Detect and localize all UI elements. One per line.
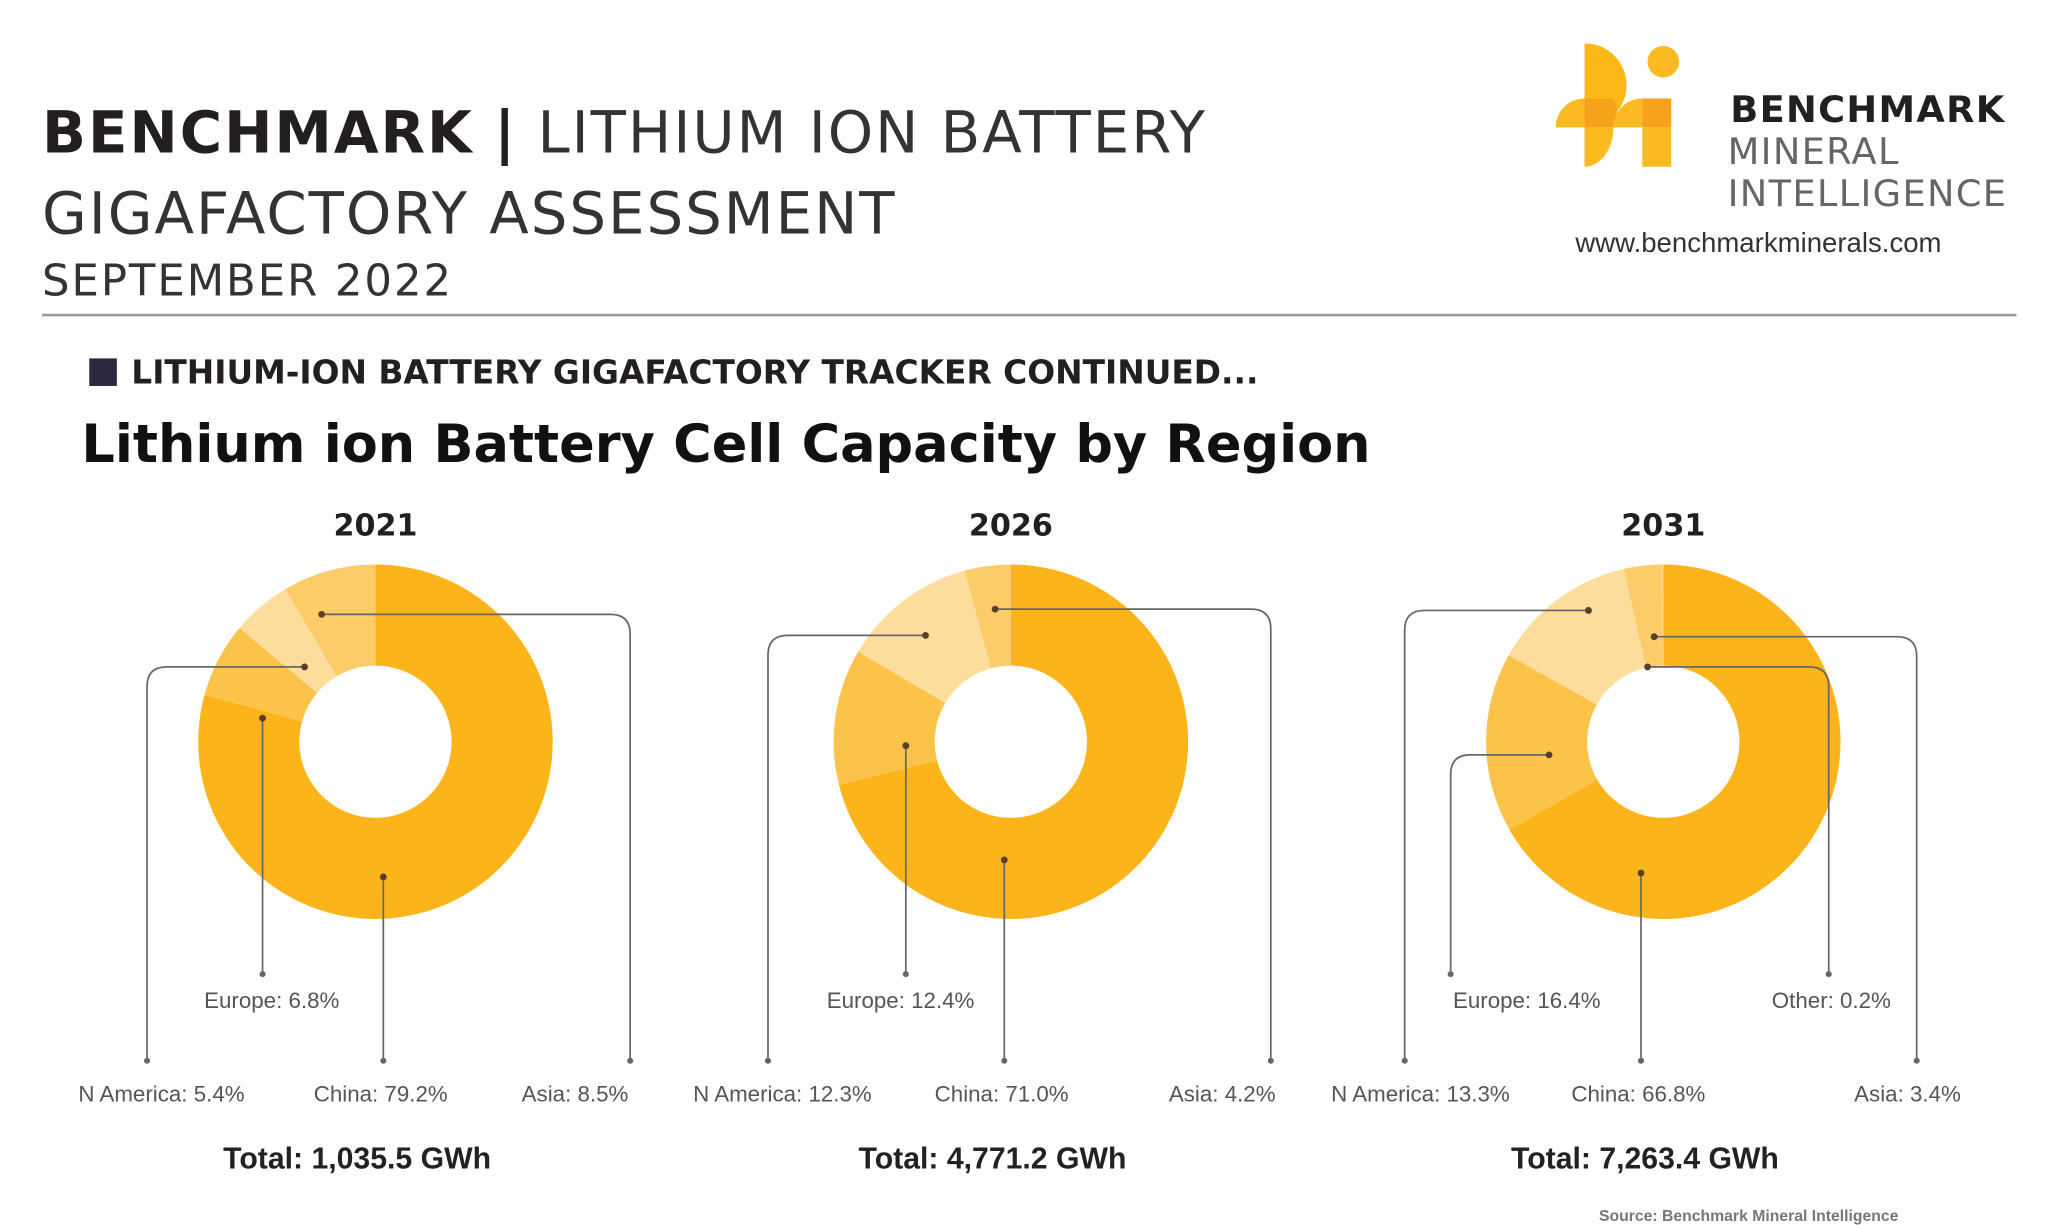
- leader-dot: [379, 873, 387, 881]
- leader-line-n-america: [1403, 609, 1589, 1061]
- slice-n-america[interactable]: [1508, 569, 1647, 705]
- leader-dot: [991, 605, 999, 613]
- leader-dot: [301, 663, 308, 671]
- leader-line-asia: [995, 608, 1272, 1061]
- chart-title: Lithium ion Battery Cell Capacity by Reg…: [81, 414, 1371, 476]
- leader-line-asia: [321, 613, 631, 1061]
- leader-dot: [1650, 633, 1658, 641]
- title-separator: |: [494, 99, 518, 167]
- leader-line-asia: [1654, 635, 1918, 1061]
- slice-n-america[interactable]: [239, 589, 337, 693]
- leader-dot: [1585, 607, 1592, 614]
- total-2021: Total: 1,035.5 GWh: [223, 1140, 492, 1175]
- slice-asia[interactable]: [1623, 564, 1663, 668]
- leader-end-dot: [764, 1057, 772, 1064]
- label-n-america-2026: N America: 12.3%: [693, 1081, 872, 1107]
- year-title-2021: 2021: [333, 509, 418, 544]
- label-asia-2031: Asia: 3.4%: [1854, 1081, 1961, 1107]
- slice-europe[interactable]: [1486, 655, 1598, 830]
- leader-end-dot: [1401, 1057, 1408, 1064]
- benchmark-logo-icon: [1555, 43, 1700, 169]
- total-2031: Total: 7,263.4 GWh: [1510, 1140, 1779, 1175]
- slice-asia[interactable]: [285, 564, 376, 677]
- report-date: SEPTEMBER 2022: [42, 254, 454, 306]
- slice-china[interactable]: [839, 564, 1189, 919]
- leader-end-dot: [1267, 1057, 1274, 1064]
- slice-europe[interactable]: [204, 628, 318, 722]
- logo-text-mineral: MINERAL: [1727, 129, 1900, 174]
- leader-end-dot: [902, 971, 909, 978]
- label-china-2031: China: 66.8%: [1571, 1081, 1706, 1107]
- leader-dot: [1644, 663, 1651, 671]
- report-title: LITHIUM ION BATTERY: [537, 99, 1207, 167]
- donut-2026: [764, 564, 1274, 1064]
- brand-name: BENCHMARK: [42, 99, 474, 167]
- leader-end-dot: [1825, 971, 1832, 978]
- label-other-2031: Other: 0.2%: [1771, 988, 1891, 1014]
- leader-end-dot: [1637, 1057, 1645, 1064]
- label-n-america-2031: N America: 13.3%: [1331, 1081, 1510, 1107]
- leader-end-dot: [627, 1057, 634, 1064]
- leader-line-n-america: [146, 666, 305, 1061]
- label-n-america-2021: N America: 5.4%: [78, 1081, 245, 1107]
- leader-end-dot: [1447, 971, 1454, 978]
- total-2026: Total: 4,771.2 GWh: [858, 1140, 1127, 1175]
- leader-dot: [259, 714, 266, 722]
- leader-end-dot: [380, 1057, 387, 1064]
- label-asia-2026: Asia: 4.2%: [1168, 1081, 1276, 1107]
- leader-dot: [922, 631, 929, 639]
- label-china-2026: China: 71.0%: [934, 1081, 1069, 1107]
- leader-line-europe: [1449, 754, 1550, 975]
- label-asia-2021: Asia: 8.5%: [521, 1081, 629, 1107]
- leader-end-dot: [144, 1057, 151, 1064]
- label-europe-2031: Europe: 16.4%: [1452, 988, 1601, 1014]
- year-title-2031: 2031: [1621, 509, 1706, 544]
- leader-dot: [1637, 869, 1645, 877]
- website-link[interactable]: www.benchmarkminerals.com: [1575, 228, 1942, 259]
- leader-end-dot: [259, 971, 266, 978]
- leader-dot: [902, 742, 910, 750]
- leader-dot: [1000, 856, 1008, 864]
- leader-line-n-america: [767, 634, 926, 1061]
- slice-other[interactable]: [1661, 564, 1664, 666]
- label-china-2021: China: 79.2%: [313, 1081, 448, 1107]
- label-europe-2026: Europe: 12.4%: [826, 988, 975, 1014]
- leader-dot: [318, 610, 326, 618]
- leader-line-other: [1647, 666, 1830, 975]
- report-title-line2: GIGAFACTORY ASSESSMENT: [42, 181, 897, 249]
- report-title-line1: BENCHMARK | LITHIUM ION BATTERY: [42, 104, 1207, 163]
- year-title-2026: 2026: [968, 509, 1053, 544]
- section-heading: LITHIUM-ION BATTERY GIGAFACTORY TRACKER …: [131, 353, 1259, 392]
- slice-asia[interactable]: [964, 564, 1011, 669]
- leader-end-dot: [1001, 1057, 1008, 1064]
- leader-end-dot: [1913, 1057, 1920, 1064]
- slice-china[interactable]: [198, 564, 553, 919]
- slice-europe[interactable]: [833, 651, 946, 786]
- header-divider: [42, 313, 2017, 317]
- donut-2021: [144, 564, 634, 1064]
- logo-text-intelligence: INTELLIGENCE: [1727, 171, 2008, 216]
- leader-dot: [1545, 751, 1553, 759]
- slice-china[interactable]: [1509, 564, 1841, 919]
- section-bullet-icon: [89, 358, 117, 386]
- logo-text-benchmark: BENCHMARK: [1730, 87, 2006, 132]
- source-note: Source: Benchmark Mineral Intelligence: [1598, 1206, 1899, 1225]
- donut-2031: [1401, 564, 1920, 1064]
- label-europe-2021: Europe: 6.8%: [204, 988, 340, 1014]
